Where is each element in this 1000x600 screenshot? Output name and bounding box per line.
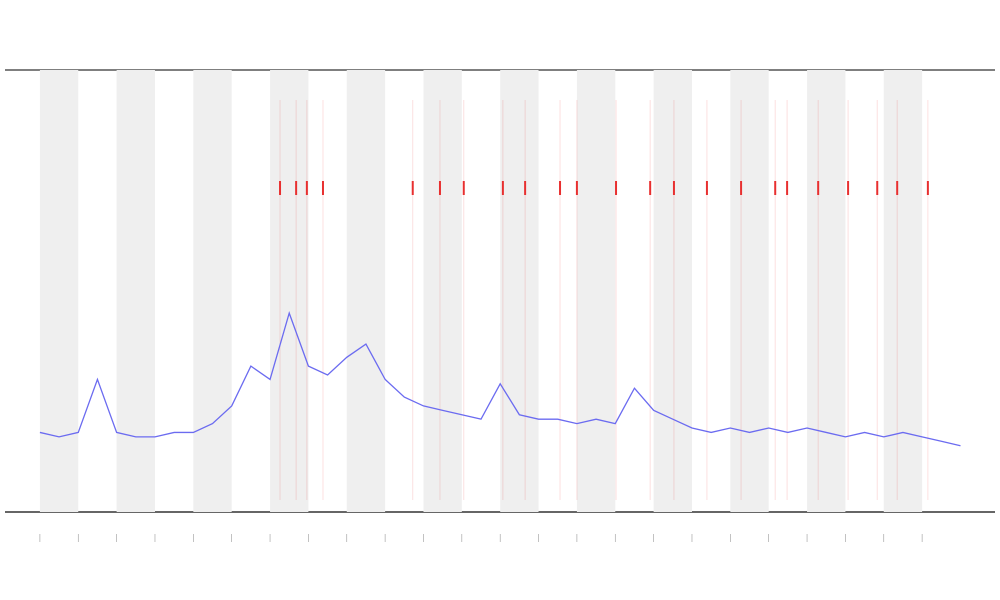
event-mark: [896, 181, 899, 195]
band: [116, 70, 155, 512]
event-mark: [740, 181, 743, 195]
event-mark: [575, 181, 578, 195]
band: [39, 70, 79, 512]
event-mark: [295, 181, 298, 195]
event-mark: [847, 181, 850, 195]
band: [883, 70, 923, 512]
event-mark: [279, 181, 282, 195]
band: [193, 70, 232, 512]
event-mark: [926, 181, 929, 195]
band: [730, 70, 769, 512]
event-mark: [786, 181, 789, 195]
event-mark: [305, 181, 308, 195]
event-mark: [524, 181, 527, 195]
event-mark: [672, 181, 675, 195]
event-mark: [462, 181, 465, 195]
event-mark: [559, 181, 562, 195]
band: [807, 70, 846, 512]
band: [653, 70, 692, 512]
band: [346, 70, 386, 512]
event-mark: [774, 181, 777, 195]
band: [500, 70, 539, 512]
event-mark: [705, 181, 708, 195]
event-mark: [876, 181, 879, 195]
event-mark: [438, 181, 441, 195]
band: [423, 70, 462, 512]
event-mark: [321, 181, 324, 195]
band: [270, 70, 309, 512]
event-mark: [411, 181, 414, 195]
event-mark: [615, 181, 618, 195]
event-mark: [501, 181, 504, 195]
event-mark: [817, 181, 820, 195]
series-line: [39, 310, 961, 447]
band: [576, 70, 616, 512]
event-mark: [649, 181, 652, 195]
